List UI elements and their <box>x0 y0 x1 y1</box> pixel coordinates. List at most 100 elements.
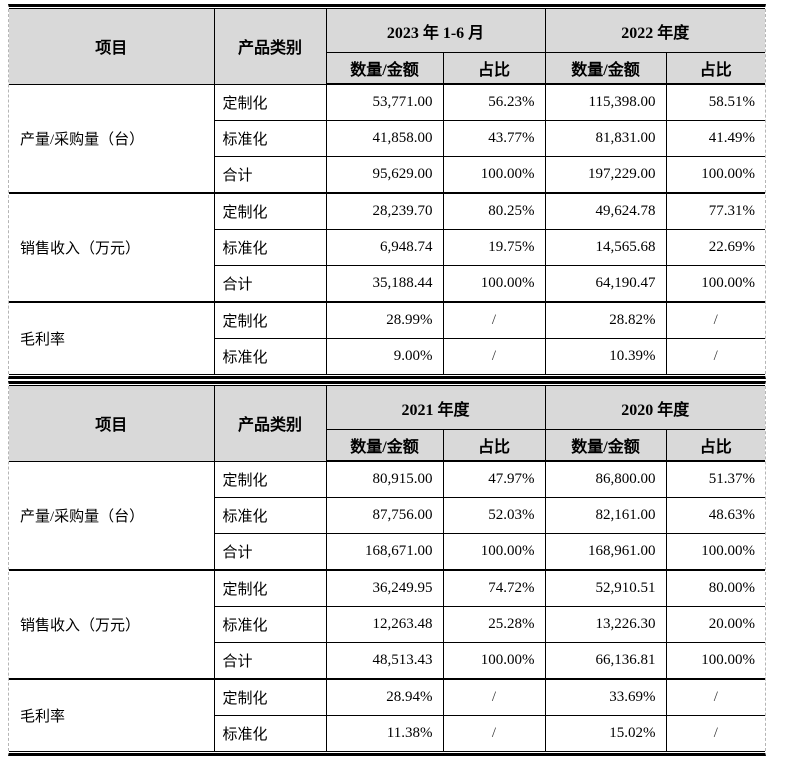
amount-cell: 168,671.00 <box>325 533 444 571</box>
ratio-cell: / <box>442 301 546 339</box>
ratio-cell: 51.37% <box>665 460 766 498</box>
financial-table-2021-2020: 项目 产品类别 2021 年度 2020 年度 数量/金额 占比 数量/金额 占… <box>8 381 766 756</box>
header-row-periods: 项目 产品类别 2023 年 1-6 月 2022 年度 <box>9 8 766 85</box>
col-header-ratio: 占比 <box>442 52 546 85</box>
col-header-ratio: 占比 <box>665 52 766 85</box>
product-category-table: 项目 产品类别 2023 年 1-6 月 2022 年度 数量/金额 占比 数量… <box>9 8 766 375</box>
category-cell: 定制化 <box>213 301 327 339</box>
ratio-cell: 25.28% <box>442 606 546 643</box>
financial-table-2023-2022: 项目 产品类别 2023 年 1-6 月 2022 年度 数量/金额 占比 数量… <box>8 4 766 379</box>
ratio-cell: 77.31% <box>665 192 766 230</box>
table-row: 标准化 41,858.00 43.77% 81,831.00 41.49% <box>9 120 766 157</box>
item-cell: 产量/采购量（台） <box>9 83 215 194</box>
category-cell: 定制化 <box>213 678 327 716</box>
amount-cell: 86,800.00 <box>544 460 667 498</box>
col-header-amount: 数量/金额 <box>326 429 444 462</box>
col-header-item: 项目 <box>9 385 215 462</box>
col-header-item: 项目 <box>9 8 215 85</box>
table-row: 产量/采购量（台） 定制化 53,771.00 56.23% 115,398.0… <box>9 83 766 194</box>
amount-cell: 64,190.47 <box>544 265 667 303</box>
ratio-cell: / <box>665 338 766 375</box>
amount-cell: 13,226.30 <box>544 606 667 643</box>
category-cell: 标准化 <box>213 338 327 375</box>
ratio-cell: 100.00% <box>442 265 546 303</box>
table-row: 标准化 87,756.00 52.03% 82,161.00 48.63% <box>9 497 766 534</box>
category-cell: 标准化 <box>213 229 327 266</box>
table-row: 标准化 11.38% / 15.02% / <box>9 715 766 752</box>
amount-cell: 49,624.78 <box>544 192 667 230</box>
amount-cell: 15.02% <box>544 715 667 752</box>
item-cell: 毛利率 <box>9 678 215 752</box>
ratio-cell: 47.97% <box>442 460 546 498</box>
col-header-amount: 数量/金额 <box>326 52 444 85</box>
table-row: 标准化 9.00% / 10.39% / <box>9 338 766 375</box>
ratio-cell: 100.00% <box>665 265 766 303</box>
amount-cell: 9.00% <box>325 338 444 375</box>
ratio-cell: / <box>442 338 546 375</box>
amount-cell: 41,858.00 <box>325 120 444 157</box>
table-row: 产量/采购量（台） 定制化 80,915.00 47.97% 86,800.00… <box>9 460 766 571</box>
col-header-amount: 数量/金额 <box>544 429 667 462</box>
item-cell: 销售收入（万元） <box>9 569 215 680</box>
amount-cell: 35,188.44 <box>325 265 444 303</box>
col-header-ratio: 占比 <box>442 429 546 462</box>
amount-cell: 168,961.00 <box>544 533 667 571</box>
ratio-cell: / <box>665 678 766 716</box>
amount-cell: 115,398.00 <box>544 83 667 121</box>
category-cell: 标准化 <box>213 497 327 534</box>
ratio-cell: 100.00% <box>442 156 546 194</box>
category-cell: 标准化 <box>213 715 327 752</box>
ratio-cell: 58.51% <box>665 83 766 121</box>
period-header-2022: 2022 年度 <box>544 8 766 53</box>
amount-cell: 36,249.95 <box>325 569 444 607</box>
amount-cell: 28,239.70 <box>325 192 444 230</box>
amount-cell: 33.69% <box>544 678 667 716</box>
col-header-amount: 数量/金额 <box>544 52 667 85</box>
amount-cell: 10.39% <box>544 338 667 375</box>
amount-cell: 66,136.81 <box>544 642 667 680</box>
ratio-cell: 100.00% <box>442 533 546 571</box>
amount-cell: 48,513.43 <box>325 642 444 680</box>
table-row: 毛利率 定制化 28.94% / 33.69% / <box>9 678 766 752</box>
amount-cell: 197,229.00 <box>544 156 667 194</box>
period-header-2021: 2021 年度 <box>325 385 546 430</box>
ratio-cell: / <box>442 678 546 716</box>
amount-cell: 12,263.48 <box>325 606 444 643</box>
amount-cell: 80,915.00 <box>325 460 444 498</box>
amount-cell: 82,161.00 <box>544 497 667 534</box>
ratio-cell: 100.00% <box>442 642 546 680</box>
category-cell: 定制化 <box>213 192 327 230</box>
col-header-category: 产品类别 <box>213 8 327 85</box>
amount-cell: 14,565.68 <box>544 229 667 266</box>
amount-cell: 53,771.00 <box>325 83 444 121</box>
amount-cell: 28.94% <box>325 678 444 716</box>
amount-cell: 81,831.00 <box>544 120 667 157</box>
amount-cell: 87,756.00 <box>325 497 444 534</box>
period-header-2020: 2020 年度 <box>544 385 766 430</box>
ratio-cell: 52.03% <box>442 497 546 534</box>
category-cell: 定制化 <box>213 83 327 121</box>
ratio-cell: 56.23% <box>442 83 546 121</box>
category-cell: 定制化 <box>213 460 327 498</box>
ratio-cell: 48.63% <box>665 497 766 534</box>
category-cell: 合计 <box>213 265 327 303</box>
amount-cell: 95,629.00 <box>325 156 444 194</box>
header-row-periods: 项目 产品类别 2021 年度 2020 年度 <box>9 385 766 462</box>
table-row: 合计 168,671.00 100.00% 168,961.00 100.00% <box>9 533 766 571</box>
category-cell: 定制化 <box>213 569 327 607</box>
table-row: 合计 95,629.00 100.00% 197,229.00 100.00% <box>9 156 766 194</box>
ratio-cell: 100.00% <box>665 156 766 194</box>
period-header-2023h1: 2023 年 1-6 月 <box>325 8 546 53</box>
amount-cell: 28.99% <box>325 301 444 339</box>
table-row: 毛利率 定制化 28.99% / 28.82% / <box>9 301 766 375</box>
ratio-cell: 100.00% <box>665 642 766 680</box>
category-cell: 标准化 <box>213 606 327 643</box>
amount-cell: 52,910.51 <box>544 569 667 607</box>
ratio-cell: 41.49% <box>665 120 766 157</box>
header-row-measures: 数量/金额 占比 数量/金额 占比 <box>9 52 766 85</box>
category-cell: 合计 <box>213 642 327 680</box>
col-header-category: 产品类别 <box>213 385 327 462</box>
ratio-cell: / <box>665 301 766 339</box>
header-row-measures: 数量/金额 占比 数量/金额 占比 <box>9 429 766 462</box>
